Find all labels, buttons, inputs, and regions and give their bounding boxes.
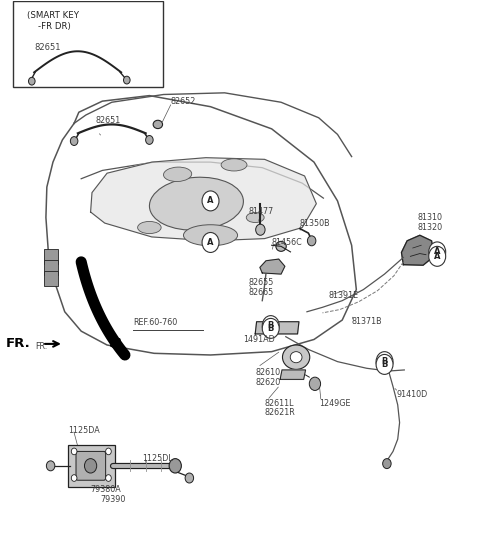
Polygon shape [91, 158, 316, 241]
Circle shape [123, 76, 130, 84]
Text: 1125DL: 1125DL [143, 454, 173, 463]
Circle shape [256, 224, 265, 235]
Text: 1491AD: 1491AD [243, 335, 275, 344]
Polygon shape [255, 322, 299, 334]
Ellipse shape [290, 351, 302, 363]
FancyBboxPatch shape [76, 451, 106, 480]
FancyBboxPatch shape [44, 248, 58, 264]
Text: B: B [267, 321, 274, 330]
Text: 82665: 82665 [248, 289, 274, 297]
Circle shape [28, 77, 35, 85]
Text: 82611L: 82611L [264, 399, 294, 408]
Circle shape [84, 458, 96, 473]
Text: B: B [267, 324, 274, 333]
Text: 82651: 82651 [96, 116, 120, 125]
Ellipse shape [283, 345, 310, 369]
Circle shape [429, 242, 446, 262]
Text: B: B [381, 357, 388, 366]
Circle shape [309, 377, 321, 390]
Circle shape [202, 191, 219, 211]
FancyBboxPatch shape [69, 445, 115, 487]
Ellipse shape [138, 222, 161, 233]
Circle shape [429, 246, 446, 266]
FancyBboxPatch shape [44, 260, 58, 275]
Text: 82655: 82655 [248, 278, 274, 287]
Ellipse shape [246, 213, 264, 223]
Circle shape [262, 319, 279, 338]
Circle shape [106, 448, 111, 455]
FancyBboxPatch shape [44, 271, 58, 286]
Polygon shape [280, 370, 306, 379]
Text: B: B [381, 360, 388, 369]
Circle shape [47, 461, 55, 471]
Text: 81320: 81320 [418, 223, 443, 232]
Circle shape [376, 351, 393, 372]
Text: A: A [434, 247, 441, 256]
Text: FR.: FR. [36, 341, 48, 350]
Text: 81391E: 81391E [328, 291, 358, 300]
Text: 81350B: 81350B [300, 218, 331, 228]
Circle shape [185, 473, 193, 483]
Text: 1125DA: 1125DA [69, 427, 100, 436]
Text: 82652: 82652 [170, 97, 196, 106]
Text: 91410D: 91410D [396, 390, 428, 399]
Ellipse shape [276, 241, 286, 251]
Text: 79390: 79390 [100, 495, 125, 504]
Text: 1249GE: 1249GE [319, 399, 350, 408]
Circle shape [202, 232, 219, 252]
Ellipse shape [183, 224, 238, 246]
Circle shape [71, 136, 78, 145]
Circle shape [307, 236, 316, 246]
Circle shape [383, 458, 391, 468]
Ellipse shape [149, 177, 243, 230]
Text: 82651: 82651 [34, 43, 60, 52]
Text: FR.: FR. [6, 338, 31, 350]
Circle shape [376, 354, 393, 374]
Text: 81310: 81310 [418, 213, 443, 222]
Text: REF.60-760: REF.60-760 [133, 319, 177, 328]
Text: 81371B: 81371B [352, 317, 382, 326]
Text: (SMART KEY: (SMART KEY [27, 11, 79, 21]
FancyBboxPatch shape [13, 1, 164, 87]
Ellipse shape [153, 120, 163, 129]
Text: A: A [434, 252, 441, 261]
Polygon shape [260, 259, 285, 274]
Circle shape [106, 475, 111, 481]
Polygon shape [401, 235, 434, 265]
Ellipse shape [221, 159, 247, 171]
Circle shape [262, 316, 279, 335]
Text: 79380A: 79380A [91, 485, 121, 494]
Circle shape [145, 135, 153, 144]
Text: A: A [207, 238, 214, 247]
Circle shape [169, 458, 181, 473]
Text: -FR DR): -FR DR) [27, 22, 71, 31]
Circle shape [72, 475, 77, 481]
Text: 82610: 82610 [255, 368, 280, 377]
Circle shape [72, 448, 77, 455]
Ellipse shape [164, 167, 192, 182]
Text: 81456C: 81456C [272, 238, 302, 247]
Text: A: A [207, 197, 214, 206]
Text: 82620: 82620 [255, 378, 280, 387]
Text: 82621R: 82621R [264, 408, 295, 417]
Text: 81477: 81477 [248, 208, 274, 217]
